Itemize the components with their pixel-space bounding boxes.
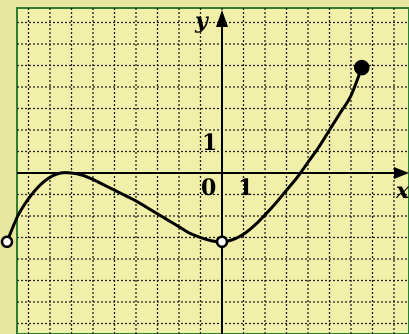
filled-endpoint-2 bbox=[354, 59, 370, 76]
series-curve-group bbox=[5, 67, 364, 244]
x-axis-arrow bbox=[394, 167, 409, 179]
y-tick-label-1: 1 bbox=[202, 130, 217, 156]
series-curve bbox=[5, 67, 364, 244]
grid-lines bbox=[17, 8, 409, 334]
endpoint-markers bbox=[0, 59, 370, 249]
x-axis-label: x bbox=[395, 178, 409, 204]
open-endpoint-1 bbox=[215, 235, 229, 249]
y-axis-arrow bbox=[216, 10, 228, 27]
open-endpoint-0 bbox=[0, 235, 14, 249]
grid-panel bbox=[16, 7, 409, 334]
origin-tick-label: 0 bbox=[201, 175, 216, 201]
axes bbox=[17, 10, 409, 334]
y-axis-label: y bbox=[194, 8, 210, 34]
x-tick-label-1: 1 bbox=[238, 175, 253, 201]
